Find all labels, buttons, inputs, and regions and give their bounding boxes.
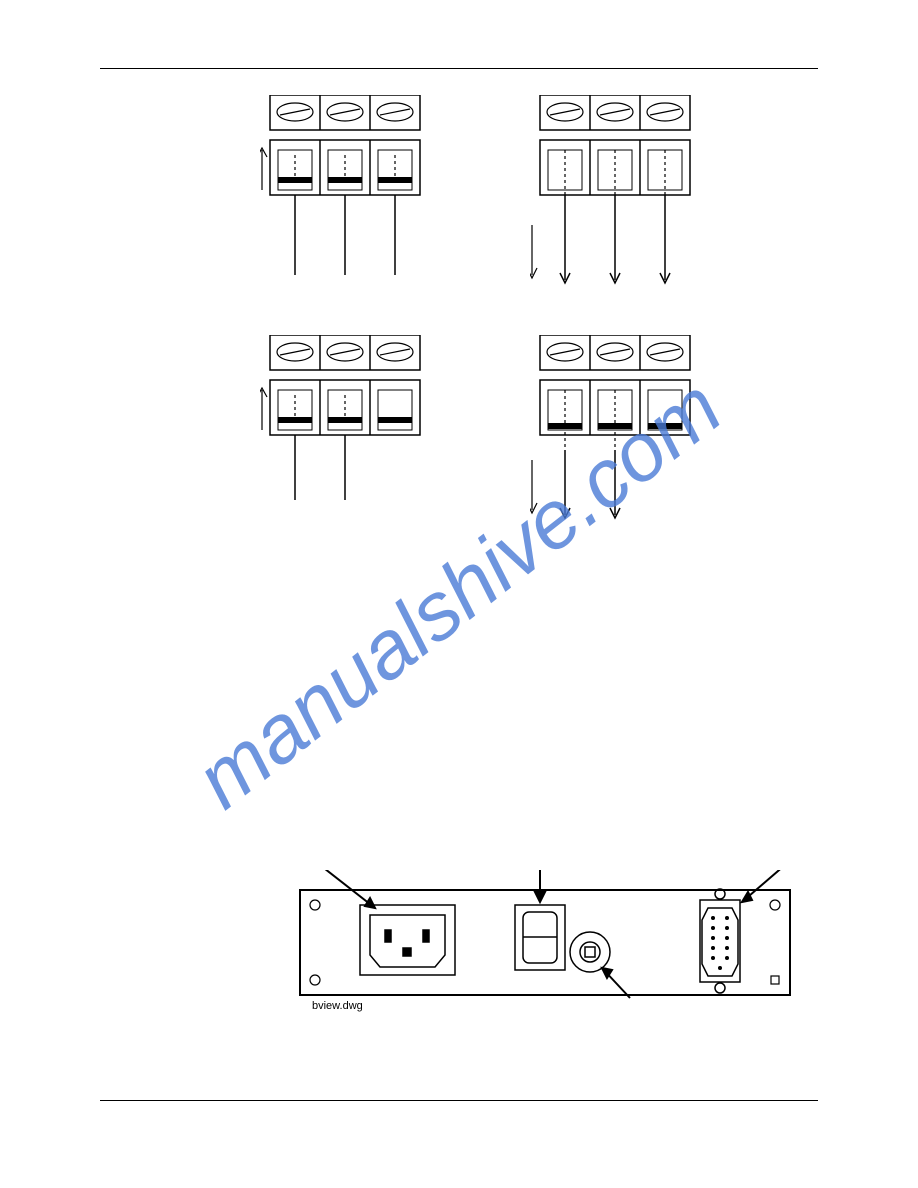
terminal-block-row2-left [260, 335, 460, 515]
terminal-block-row1-right [530, 95, 730, 305]
header-rule [100, 68, 818, 69]
terminal-block-row1-left [260, 95, 460, 295]
rear-panel-figure: bview.dwg [290, 870, 800, 1010]
bview-label: bview.dwg [312, 1000, 363, 1012]
terminal-block-row2-right [530, 335, 730, 535]
document-page: bview.dwg manualshive.com [0, 0, 918, 1188]
footer-rule [100, 1100, 818, 1101]
